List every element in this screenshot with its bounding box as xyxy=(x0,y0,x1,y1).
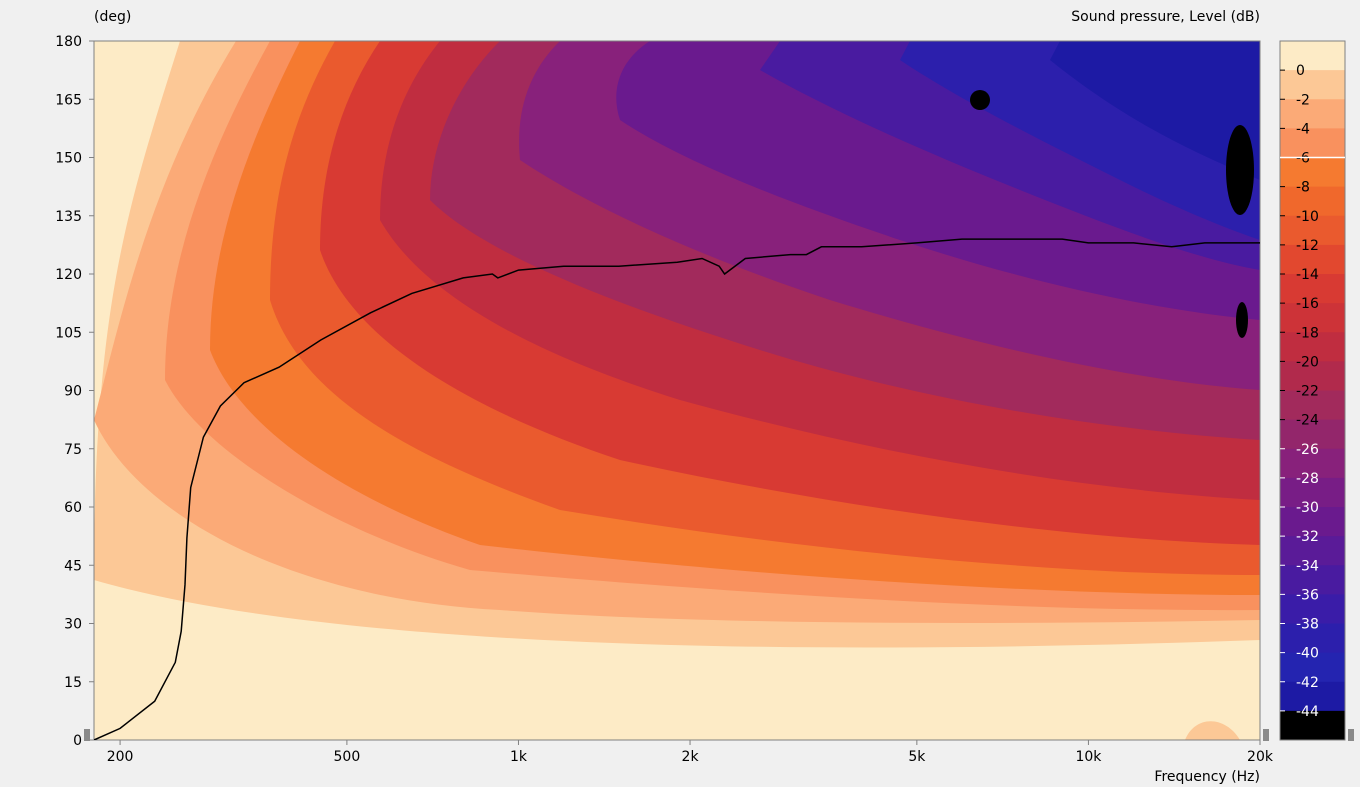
x-tick-label: 200 xyxy=(107,749,134,765)
legend-swatch xyxy=(1280,594,1345,624)
legend-label: -20 xyxy=(1296,354,1319,370)
legend-swatch xyxy=(1280,477,1345,508)
y-tick-label: 90 xyxy=(64,384,82,400)
y-tick-label: 120 xyxy=(55,267,82,283)
legend-swatch xyxy=(1280,710,1345,741)
heatmap-dark-spot xyxy=(1226,125,1254,215)
legend-label: 0 xyxy=(1296,63,1305,79)
y-tick-label: 60 xyxy=(64,500,82,516)
y-axis: 0 15 30 45 60 75 90 105 120 135 150 165 180 xyxy=(55,34,94,749)
legend-swatch xyxy=(1280,41,1345,71)
legend-label: -2 xyxy=(1296,92,1310,108)
legend-label: -4 xyxy=(1296,121,1310,137)
heatmap-level-44 xyxy=(1050,41,1260,180)
legend-label: -42 xyxy=(1296,675,1319,691)
legend-label: -44 xyxy=(1296,704,1319,720)
y-tick-label: 45 xyxy=(64,558,82,574)
legend-label: -18 xyxy=(1296,325,1319,341)
legend-swatch xyxy=(1280,332,1345,362)
x-axis: 200 500 1k 2k 5k 10k 20k xyxy=(107,740,1274,765)
legend-label: -28 xyxy=(1296,471,1319,487)
legend-swatch xyxy=(1280,623,1345,654)
legend-swatch xyxy=(1280,215,1345,246)
legend-swatch xyxy=(1280,565,1345,595)
x-tick-label: 20k xyxy=(1247,749,1274,765)
legend-label: -16 xyxy=(1296,296,1319,312)
legend-label: -36 xyxy=(1296,587,1319,603)
y-axis-label: (deg) xyxy=(94,9,131,25)
legend-swatch xyxy=(1280,507,1345,537)
legend-label: -10 xyxy=(1296,209,1319,225)
legend-swatch xyxy=(1280,303,1345,333)
legend-swatch xyxy=(1280,186,1345,217)
legend-label: -8 xyxy=(1296,180,1310,196)
legend-label: -30 xyxy=(1296,500,1319,516)
left-scroll-handle[interactable] xyxy=(84,729,90,741)
heatmap-dark-spot xyxy=(1236,302,1248,338)
x-tick-label: 2k xyxy=(682,749,700,765)
legend-label: -12 xyxy=(1296,238,1319,254)
legend-swatch xyxy=(1280,157,1345,188)
chart-title: Sound pressure, Level (dB) xyxy=(1071,9,1260,25)
legend-label: -40 xyxy=(1296,646,1319,662)
y-tick-label: 0 xyxy=(73,733,82,749)
legend-scroll-handle[interactable] xyxy=(1348,729,1354,741)
legend-swatch xyxy=(1280,70,1345,100)
legend-swatch xyxy=(1280,361,1345,391)
color-legend: 0 -2 -4 -6 -8 -10 -12 -14 -16 -18 -20 -22 -24 -26 -28 -… xyxy=(1279,40,1346,741)
x-tick-label: 500 xyxy=(334,749,361,765)
legend-label: -26 xyxy=(1296,442,1319,458)
legend-label: -34 xyxy=(1296,558,1319,574)
y-tick-label: 135 xyxy=(55,209,82,225)
y-tick-label: 75 xyxy=(64,442,82,458)
legend-swatch xyxy=(1280,99,1345,129)
y-tick-label: 165 xyxy=(55,92,82,108)
legend-swatch xyxy=(1280,652,1345,683)
legend-swatch xyxy=(1280,274,1345,304)
y-tick-label: 180 xyxy=(55,34,82,50)
legend-label: -24 xyxy=(1296,413,1319,429)
legend-swatch xyxy=(1280,244,1345,275)
legend-label: -6 xyxy=(1296,151,1310,167)
heatmap xyxy=(94,41,1260,740)
x-tick-label: 10k xyxy=(1075,749,1102,765)
y-tick-label: 150 xyxy=(55,151,82,167)
x-axis-label: Frequency (Hz) xyxy=(1154,769,1260,785)
legend-swatch xyxy=(1280,128,1345,158)
y-tick-label: 15 xyxy=(64,675,82,691)
contour-line-6db xyxy=(94,238,1260,740)
x-tick-label: 1k xyxy=(510,749,528,765)
x-tick-label: 5k xyxy=(908,749,926,765)
legend-label: -22 xyxy=(1296,384,1319,400)
legend-label: -14 xyxy=(1296,267,1319,283)
legend-swatch xyxy=(1280,390,1345,421)
heatmap-level-2-spot xyxy=(1185,721,1240,740)
y-tick-label: 30 xyxy=(64,617,82,633)
y-tick-label: 105 xyxy=(55,325,82,341)
legend-label: -38 xyxy=(1296,617,1319,633)
right-scroll-handle[interactable] xyxy=(1263,729,1269,741)
legend-swatch xyxy=(1280,536,1345,566)
legend-swatch xyxy=(1280,448,1345,479)
legend-swatch xyxy=(1280,681,1345,712)
legend-swatch xyxy=(1280,419,1345,450)
legend-label: -32 xyxy=(1296,529,1319,545)
heatmap-dark-spot xyxy=(970,90,990,110)
